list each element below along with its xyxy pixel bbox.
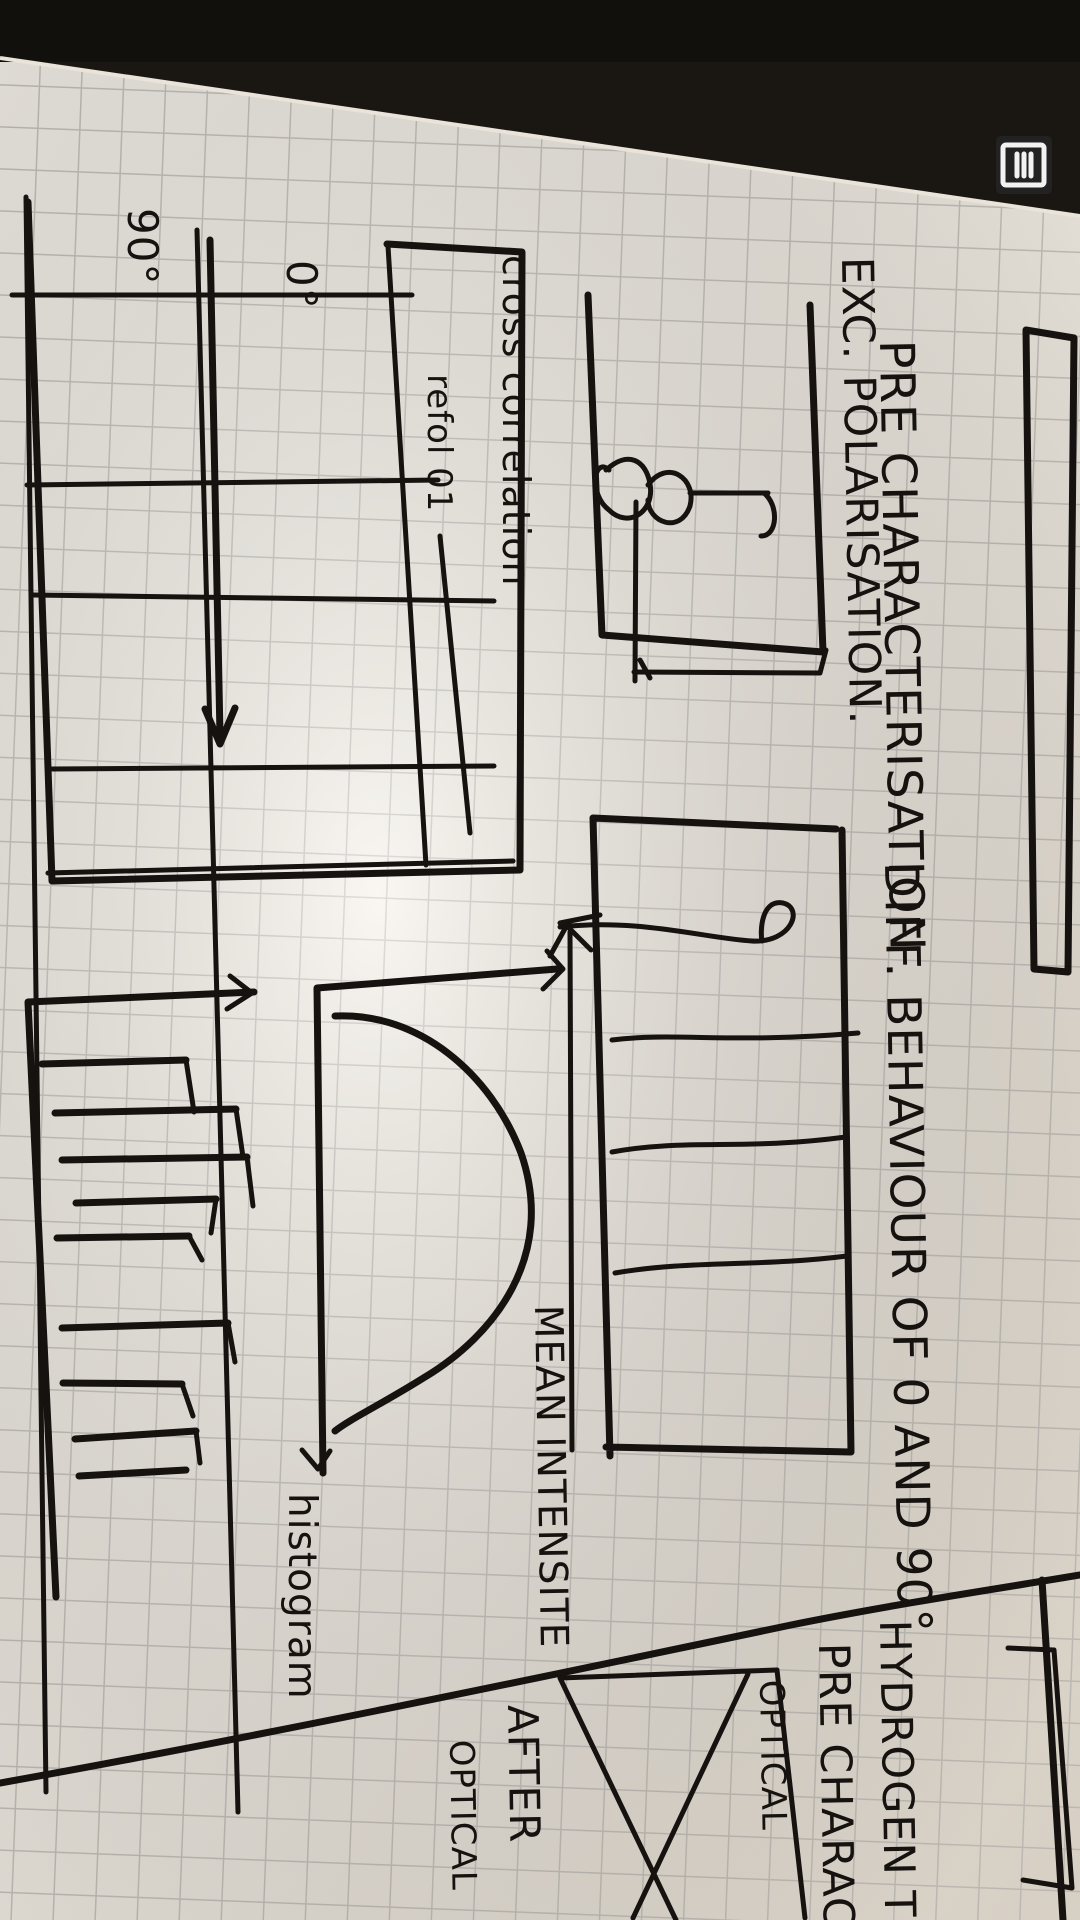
hydrogen-label: HYDROGEN TE [869, 1619, 925, 1920]
angle-grid-horizontal-2 [24, 477, 441, 488]
hydrogen-test-box [557, 1667, 808, 1920]
angle-grid-horizontal-4 [49, 763, 497, 772]
diff-behaviour-arrow [547, 922, 594, 1453]
right-bottom-vertical [1038, 1576, 1067, 1920]
paper-top-edge [0, 56, 1080, 218]
diff-behaviour-wave [557, 900, 796, 944]
angle-grid-vertical-1 [23, 194, 49, 1795]
angle-0-label: 0° [277, 260, 326, 310]
histogram-frame [24, 988, 258, 1601]
diff-behaviour-label: DIFF. BEHAVIOUR OF 0 AND 90° [873, 861, 941, 1633]
sketch-strokes [0, 194, 1080, 1920]
pre-charact-label: PRE CHARACT [808, 1642, 863, 1920]
right-bottom-box [1005, 1645, 1075, 1891]
mean-intensity-curve [331, 1012, 535, 1435]
cross-correlation-frame [24, 198, 526, 885]
polarisation-plot-frame [584, 291, 827, 656]
mean-intensity-frame [313, 965, 561, 1477]
histogram-label: histogram [279, 1493, 324, 1700]
dotted-diagonal [437, 533, 473, 836]
right-large-box [1022, 326, 1078, 976]
mean-intensity-arrow [299, 948, 566, 1472]
diff-behaviour-line-3 [612, 1253, 850, 1276]
polarisation-plot-base [631, 647, 829, 676]
bottom-divider [0, 1571, 1080, 1787]
subtitle-label: EXC. POLARISATION. [831, 256, 890, 725]
cross-correlation-inner-line [385, 243, 429, 868]
diff-behaviour-line-1 [609, 1030, 861, 1043]
polarisation-step [632, 499, 653, 684]
diff-behaviour-frame [589, 814, 855, 1460]
histogram-arrow [224, 973, 255, 1012]
angle-grid-vertical-2 [194, 227, 241, 1815]
cross-correlation-label: cross correlation [494, 255, 538, 587]
angle-grid-horizontal-3 [30, 592, 497, 604]
title-label: PRE CHARACTERISATION [868, 339, 935, 952]
angle-90-label: 90° [118, 208, 167, 285]
histogram-bar-ends [179, 1057, 256, 1466]
optical-after-label: OPTICAL [441, 1739, 484, 1891]
diff-behaviour-line-2 [609, 1134, 849, 1155]
menu-icon [1000, 142, 1047, 188]
histogram-bars [38, 1056, 251, 1480]
polarisation-wave [593, 456, 778, 539]
mean-intensity-label: MEAN INTENSITE [525, 1304, 576, 1648]
handwritten-labels: PRE CHARACTERISATION EXC. POLARISATION. … [118, 208, 941, 1920]
inner-label: refol 01 [419, 374, 459, 512]
corner-menu-badge [996, 136, 1052, 194]
after-label: AFTER [498, 1704, 549, 1843]
angle-grid-horizontal-5 [45, 858, 516, 876]
optical-label: OPTICAL [751, 1679, 794, 1831]
top-shadow [0, 0, 1080, 62]
